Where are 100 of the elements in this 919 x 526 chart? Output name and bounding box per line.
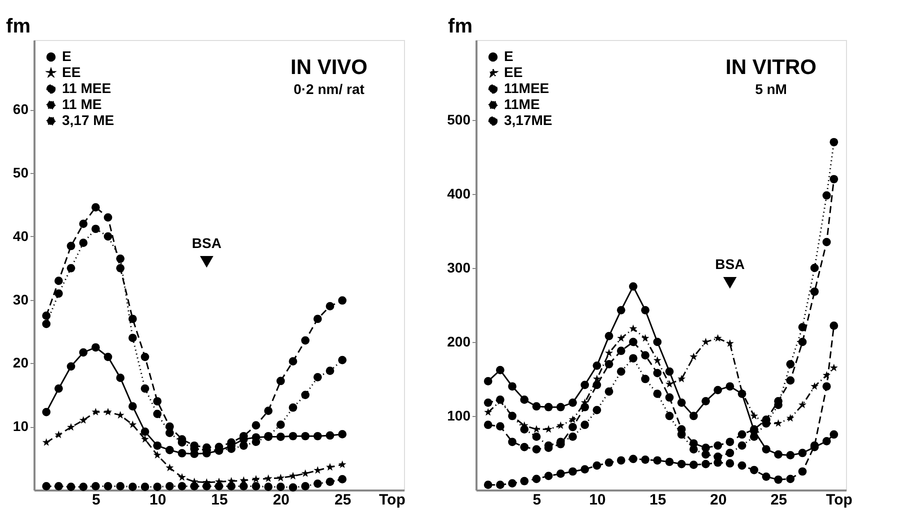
y-axis-title: fm (448, 16, 472, 38)
legend-label: E (504, 48, 514, 64)
point (544, 402, 553, 412)
point (568, 422, 577, 432)
point (580, 380, 590, 390)
point (822, 238, 831, 246)
point (604, 387, 614, 396)
point (629, 454, 638, 464)
point (616, 456, 626, 465)
legend-label: 11ME (504, 96, 540, 112)
point (79, 348, 88, 357)
point (42, 438, 50, 446)
point (276, 420, 285, 429)
point (338, 356, 347, 364)
point (750, 466, 758, 474)
x-tick-label: 20 (272, 492, 290, 508)
text: IN VIVO (290, 56, 368, 79)
point (54, 482, 63, 490)
point (508, 479, 516, 488)
point (153, 482, 162, 492)
point (830, 430, 838, 439)
point (190, 482, 199, 490)
point (580, 465, 590, 474)
point (568, 467, 577, 476)
point (496, 422, 504, 431)
point (810, 287, 819, 296)
point (140, 428, 150, 436)
point (508, 382, 516, 391)
point (214, 482, 224, 490)
point (520, 476, 529, 486)
point (79, 416, 88, 424)
point (178, 473, 186, 481)
point (786, 474, 795, 484)
x-tick-label: 5 (92, 492, 100, 508)
point (153, 450, 162, 459)
point (128, 402, 137, 411)
point (665, 412, 674, 420)
point (616, 367, 626, 376)
point (786, 451, 795, 460)
y-tick-label: 10 (12, 418, 29, 434)
point (54, 276, 63, 286)
point (42, 320, 51, 328)
point (276, 376, 285, 386)
legend-label: EE (504, 64, 523, 80)
point (738, 461, 746, 470)
point (326, 431, 334, 440)
point (629, 338, 638, 346)
point (665, 393, 674, 402)
point (822, 436, 831, 446)
point (92, 408, 100, 416)
point (153, 410, 162, 418)
point (165, 482, 174, 490)
point (726, 438, 734, 446)
point (714, 441, 722, 450)
point (140, 384, 150, 393)
point (604, 360, 614, 368)
point (786, 376, 795, 385)
y-tick-label: 30 (12, 291, 29, 308)
point (714, 386, 722, 394)
point (264, 482, 273, 492)
point (822, 382, 831, 391)
point (484, 480, 492, 489)
point (810, 264, 819, 272)
point (702, 397, 710, 406)
point (641, 455, 650, 464)
point (653, 338, 662, 346)
point (544, 425, 553, 433)
point (239, 482, 248, 490)
y-tick-label: 20 (12, 354, 29, 371)
point (288, 483, 298, 492)
point (665, 380, 674, 388)
point (653, 368, 662, 378)
point (301, 390, 310, 400)
point (677, 460, 686, 468)
point (338, 296, 347, 305)
point (629, 354, 638, 362)
point (79, 220, 88, 228)
point (165, 446, 174, 454)
point (520, 442, 529, 452)
point (66, 242, 76, 250)
point (227, 482, 236, 490)
x-tick-label: 15 (211, 492, 228, 508)
point (580, 402, 590, 412)
point (104, 352, 112, 362)
point (326, 463, 334, 471)
point (750, 432, 758, 441)
point (822, 191, 831, 200)
point (276, 482, 285, 492)
point (116, 264, 125, 272)
point (54, 384, 63, 393)
point (338, 460, 346, 468)
point (153, 441, 162, 450)
point (67, 423, 75, 431)
point (66, 482, 76, 492)
point (66, 264, 76, 272)
point (252, 421, 260, 430)
point (326, 302, 334, 310)
x-tick-label: 25 (334, 492, 352, 508)
point (128, 334, 137, 342)
point (702, 460, 710, 468)
